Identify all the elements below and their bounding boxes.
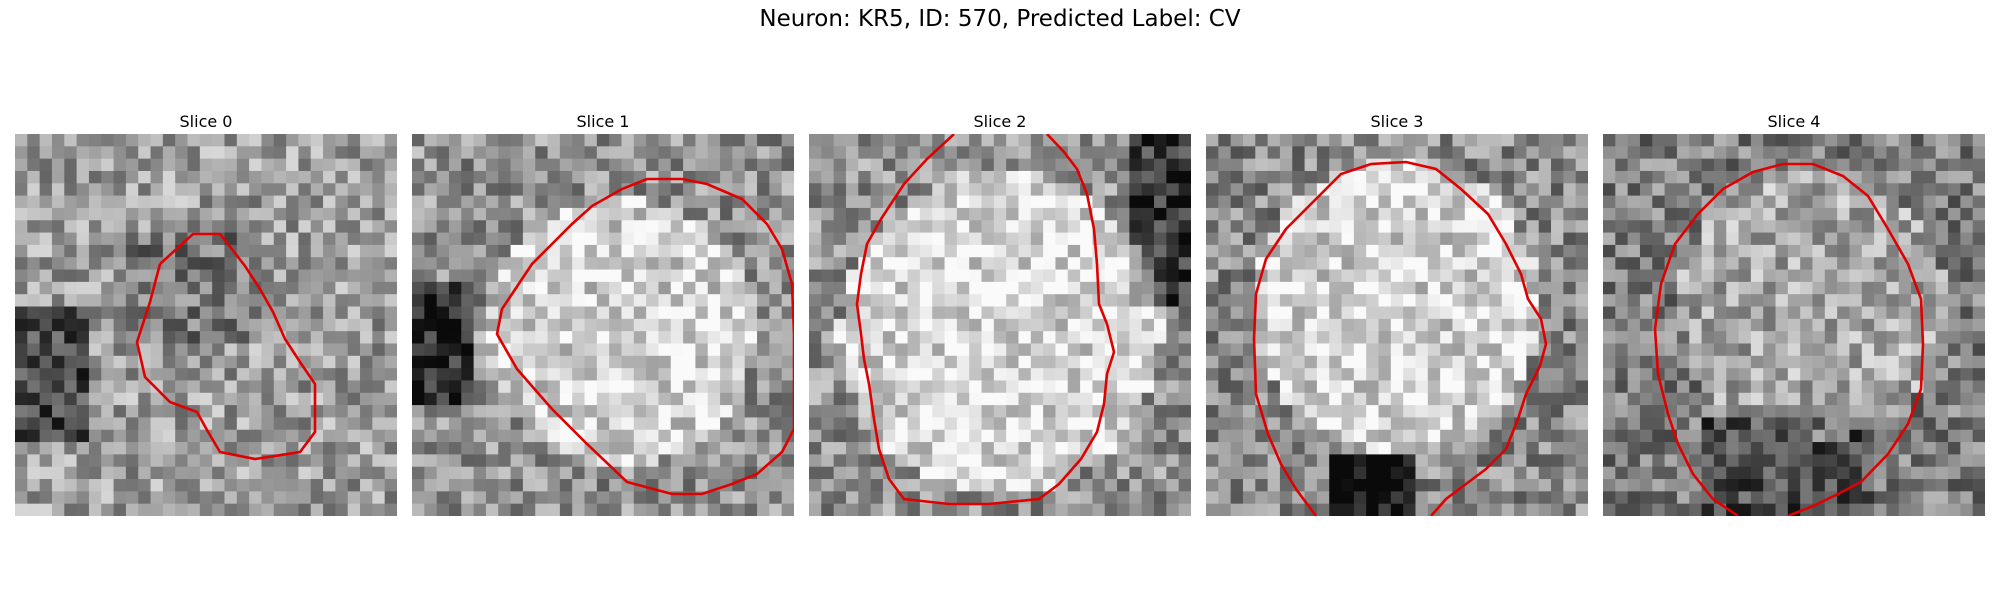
slice-panel-2: Slice 2	[809, 110, 1191, 516]
slice-image	[809, 134, 1191, 516]
pixel-grid	[809, 134, 1191, 516]
segmentation-contour	[135, 232, 317, 461]
figure-title: Neuron: KR5, ID: 570, Predicted Label: C…	[759, 6, 1241, 32]
pixel-grid	[412, 134, 794, 516]
slice-title: Slice 3	[1370, 112, 1424, 131]
pixel-grid	[1603, 134, 1985, 516]
segmentation-contour	[495, 177, 794, 496]
segmentation-contour	[1653, 162, 1925, 516]
slice-panel-1: Slice 1	[412, 110, 794, 516]
slice-image	[1603, 134, 1985, 516]
segmentation-contour	[855, 134, 1116, 506]
slice-panel-0: Slice 0	[15, 110, 397, 516]
slice-panel-4: Slice 4	[1603, 110, 1985, 516]
pixel-grid	[15, 134, 397, 516]
slice-title: Slice 4	[1767, 112, 1821, 131]
slice-title: Slice 2	[973, 112, 1027, 131]
slice-image	[412, 134, 794, 516]
slice-image	[1206, 134, 1588, 516]
slice-title: Slice 0	[179, 112, 233, 131]
segmentation-contour	[1252, 160, 1548, 516]
pixel-grid	[1206, 134, 1588, 516]
slice-image	[15, 134, 397, 516]
slice-title: Slice 1	[576, 112, 630, 131]
slice-panel-3: Slice 3	[1206, 110, 1588, 516]
